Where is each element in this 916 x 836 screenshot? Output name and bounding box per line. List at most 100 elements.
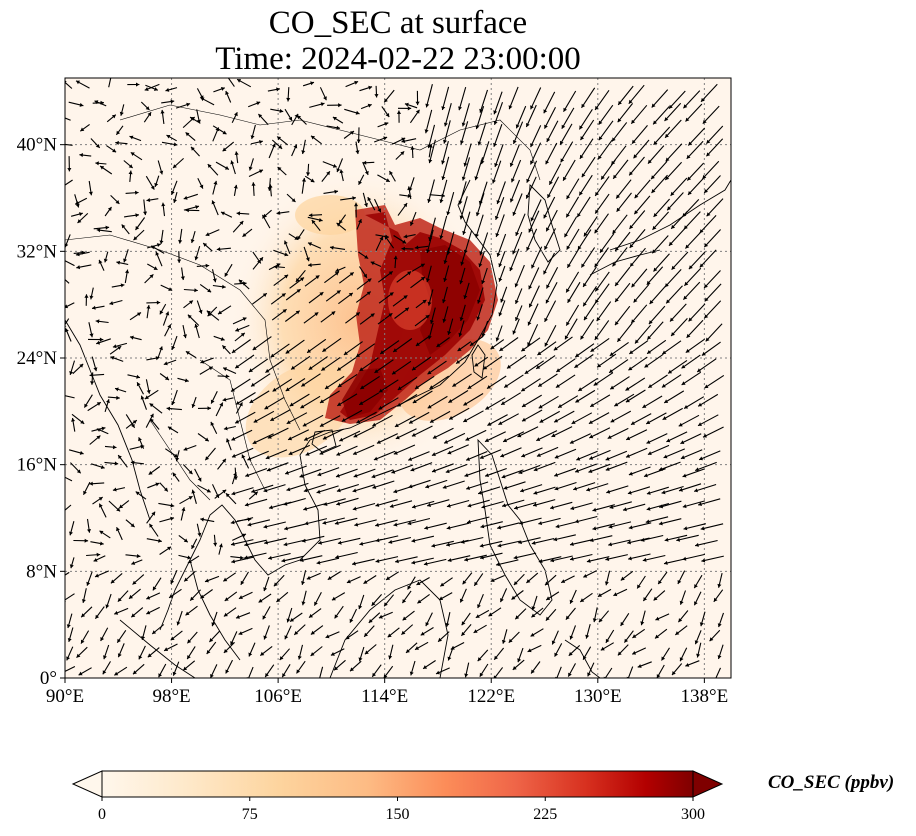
wind-vector: [706, 198, 724, 217]
wind-vector-head: [350, 667, 354, 672]
wind-vector: [583, 216, 598, 237]
wind-vector-head: [150, 418, 154, 423]
wind-vector: [703, 270, 721, 289]
wind-vector: [629, 247, 646, 267]
wind-vector-head: [590, 348, 595, 352]
wind-vector-head: [109, 73, 113, 77]
wind-vector-head: [601, 175, 605, 180]
wind-vector-head: [564, 233, 568, 238]
wind-vector-head: [620, 576, 625, 581]
wind-vector-head: [130, 523, 135, 528]
wind-vector: [411, 500, 435, 509]
wind-vector-head: [544, 245, 548, 250]
wind-vector-head: [337, 367, 342, 371]
wind-vector-head: [628, 99, 633, 104]
wind-vector-head: [671, 224, 676, 229]
wind-vector-head: [156, 243, 161, 247]
wind-vector-head: [685, 244, 690, 249]
wind-vector-head: [618, 100, 622, 105]
wind-vector: [65, 318, 70, 326]
wind-vector: [230, 378, 251, 392]
wind-vector-head: [385, 113, 390, 117]
wind-vector: [510, 179, 521, 203]
wind-vector-head: [158, 673, 162, 678]
wind-vector-head: [474, 176, 479, 181]
wind-vector-head: [646, 440, 651, 444]
wind-vector: [681, 354, 701, 369]
wind-vector-head: [606, 489, 611, 494]
wind-vector: [265, 359, 285, 374]
wind-vector: [699, 215, 717, 234]
wind-vector-head: [493, 675, 498, 678]
wind-vector-head: [355, 110, 360, 115]
wind-vector-head: [359, 367, 364, 371]
wind-vector-head: [397, 386, 402, 390]
wind-vector-head: [136, 554, 141, 559]
wind-vector-head: [627, 540, 631, 545]
wind-vector-head: [236, 211, 241, 216]
wind-vector: [614, 393, 635, 407]
wind-vector-head: [240, 580, 245, 585]
wind-vector-head: [426, 249, 430, 253]
wind-vector: [574, 515, 598, 523]
wind-vector-head: [296, 669, 301, 674]
wind-vector: [319, 390, 340, 404]
wind-vector-head: [493, 110, 498, 115]
wind-vector-head: [210, 674, 214, 678]
wind-vector-head: [661, 490, 666, 495]
wind-vector-head: [447, 656, 452, 661]
wind-vector: [614, 282, 631, 303]
wind-vector-head: [194, 256, 199, 261]
wind-vector-head: [701, 97, 705, 102]
wind-vector-head: [233, 472, 237, 477]
wind-vector-head: [226, 438, 230, 443]
wind-vector-head: [475, 233, 479, 238]
wind-vector-head: [135, 226, 140, 230]
wind-vector-head: [543, 109, 548, 114]
wind-vector: [564, 216, 578, 238]
wind-vector-head: [76, 265, 81, 270]
wind-vector-head: [594, 229, 599, 234]
wind-vector: [464, 554, 487, 561]
wind-vector-head: [334, 666, 339, 671]
wind-vector: [467, 375, 488, 390]
wind-vector-head: [575, 519, 579, 524]
wind-vector-head: [612, 229, 617, 234]
latitude-axis: 0°8°N16°N24°N32°N40°N: [17, 135, 65, 689]
wind-vector-head: [507, 364, 511, 369]
wind-vector-head: [643, 597, 648, 601]
wind-vector: [528, 285, 540, 308]
wind-vector-head: [675, 631, 680, 635]
wind-vector: [589, 394, 611, 408]
wind-vector-head: [495, 337, 500, 342]
wind-vector: [336, 483, 359, 492]
wind-vector-head: [473, 629, 478, 633]
wind-vector-head: [498, 421, 503, 425]
wind-vector-head: [170, 636, 175, 641]
wind-vector: [588, 463, 611, 473]
wind-vector-head: [98, 497, 103, 501]
wind-vector-head: [170, 190, 175, 195]
wind-vector: [538, 395, 559, 409]
wind-vector: [65, 476, 73, 482]
wind-vector-head: [109, 301, 114, 306]
wind-vector: [428, 217, 436, 242]
wind-vector-head: [444, 439, 449, 444]
wind-vector-head: [167, 426, 172, 431]
wind-vector: [500, 447, 522, 458]
wind-vector-head: [431, 452, 436, 456]
wind-vector-head: [658, 521, 663, 526]
wind-vector-head: [574, 364, 579, 368]
wind-vector-head: [89, 295, 94, 300]
wind-vector: [653, 198, 671, 218]
wind-vector-head: [67, 638, 72, 642]
wind-vector-head: [69, 371, 74, 375]
wind-vector-head: [322, 348, 327, 352]
wind-vector-head: [65, 243, 69, 248]
wind-vector-head: [352, 561, 356, 566]
wind-vector: [518, 537, 541, 544]
wind-vector-head: [446, 211, 451, 216]
wind-vector-head: [96, 402, 101, 406]
wind-vector: [598, 104, 614, 125]
wind-vector: [283, 539, 307, 546]
